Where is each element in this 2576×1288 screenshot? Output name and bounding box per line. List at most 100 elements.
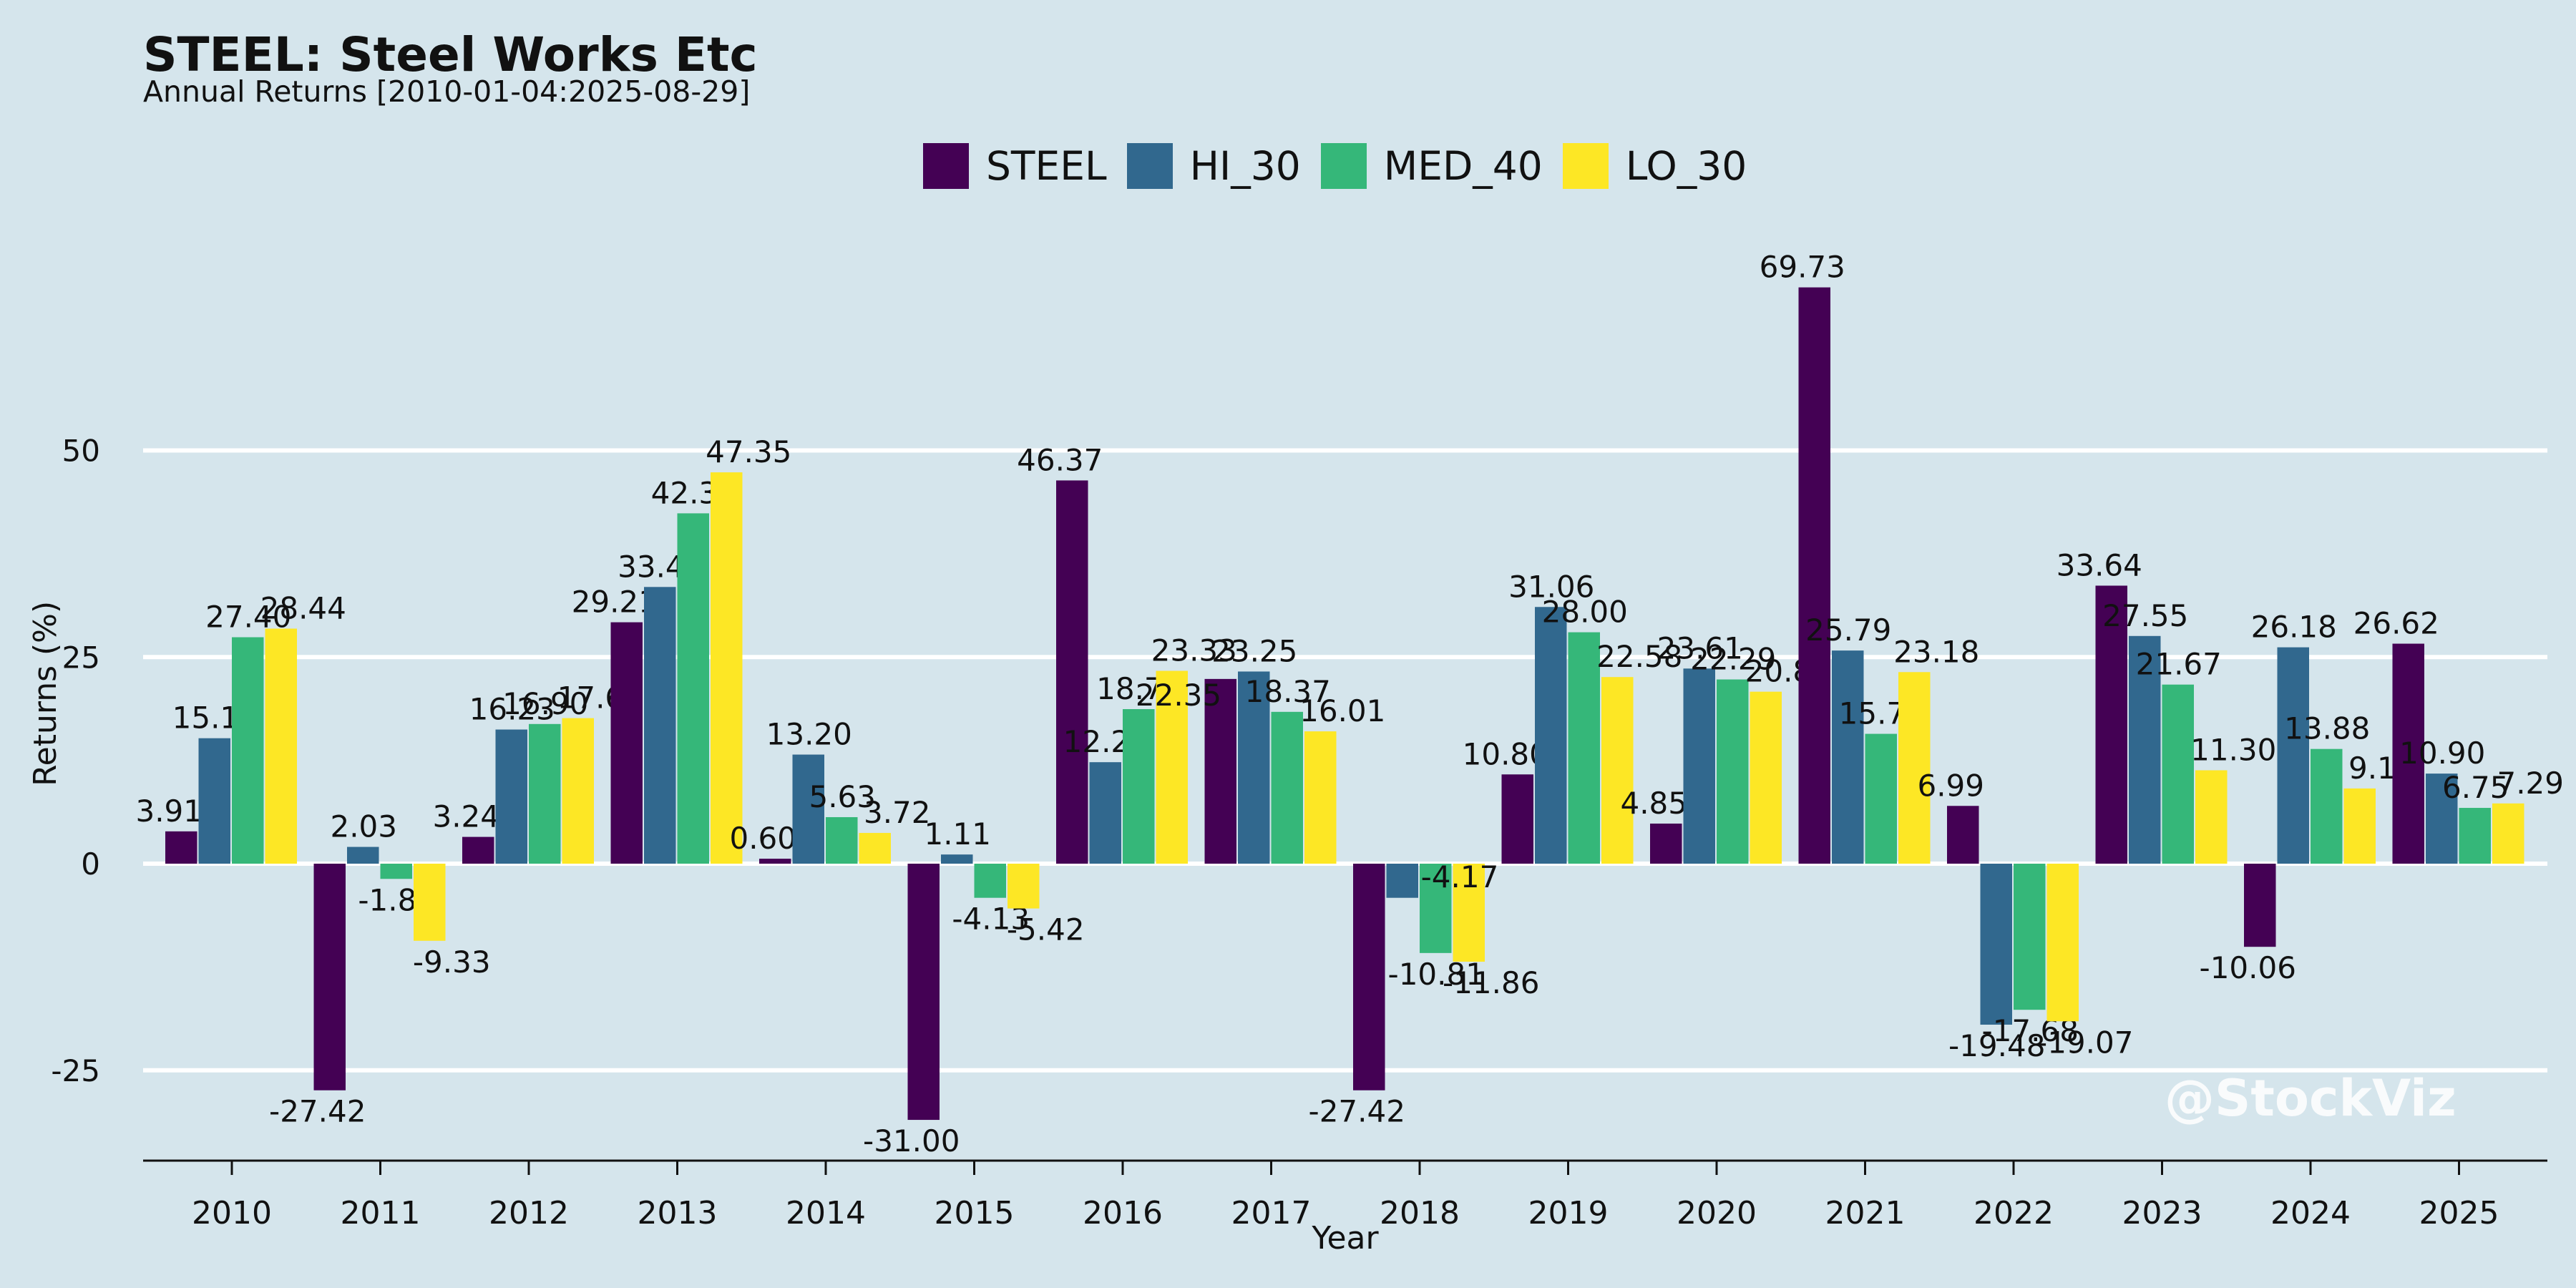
data-label: 3.72 [864, 795, 931, 830]
data-label: 18.37 [1245, 674, 1331, 709]
watermark: @StockViz [2165, 1069, 2457, 1128]
data-label: 27.55 [2102, 598, 2188, 633]
x-tick-label: 2022 [1974, 1195, 2054, 1231]
data-label: 31.06 [1508, 569, 1594, 604]
bar-med-40 [974, 864, 1006, 898]
data-label: 23.25 [1211, 633, 1297, 668]
bar-steel [1204, 678, 1236, 864]
bar-med-40 [2014, 864, 2046, 1010]
bar-hi-30 [1832, 650, 1864, 864]
data-label: 13.88 [2284, 711, 2370, 746]
y-tick-label: 0 [81, 847, 100, 882]
y-tick-label: 25 [62, 640, 100, 675]
bar-med-40 [2311, 748, 2343, 864]
bar-steel [1501, 774, 1533, 864]
x-axis-label: Year [1311, 1220, 1379, 1257]
bar-hi-30 [1386, 864, 1418, 898]
data-label: 3.91 [135, 794, 203, 829]
bar-lo-30 [414, 864, 446, 941]
data-label: -9.33 [413, 945, 491, 980]
bar-med-40 [1123, 709, 1155, 864]
bar-med-40 [826, 816, 858, 864]
data-label: -4.17 [1421, 859, 1499, 894]
legend-label: LO_30 [1625, 142, 1747, 189]
legend-label: STEEL [986, 142, 1107, 189]
x-tick-label: 2024 [2270, 1195, 2351, 1231]
y-axis-label: Returns (%) [27, 601, 64, 786]
legend-swatch [1320, 143, 1367, 189]
x-tick-label: 2025 [2419, 1195, 2499, 1231]
bar-steel [1056, 480, 1088, 864]
chart-title: STEEL: Steel Works Etc [143, 27, 758, 82]
x-tick-label: 2015 [935, 1195, 1015, 1231]
data-label: 4.85 [1620, 786, 1687, 821]
data-label: 0.60 [729, 821, 796, 856]
bar-med-40 [2459, 808, 2491, 864]
bar-lo-30 [1750, 691, 1782, 864]
data-label: 23.33 [1151, 633, 1237, 668]
data-label: 2.03 [330, 809, 397, 844]
data-label: 1.11 [924, 816, 991, 852]
bar-med-40 [232, 637, 264, 864]
bar-steel [1650, 823, 1682, 864]
legend-swatch [1126, 143, 1173, 189]
data-label: -19.48 [1948, 1028, 2045, 1063]
legend-item: LO_30 [1562, 142, 1747, 189]
data-label: 11.30 [2190, 732, 2276, 767]
data-label: 3.24 [432, 799, 499, 834]
bar-med-40 [1717, 679, 1749, 864]
data-label: 25.79 [1805, 613, 1891, 648]
bar-steel [165, 831, 197, 864]
data-label: 6.75 [2442, 770, 2509, 805]
data-label: 23.61 [1657, 630, 1743, 665]
bar-steel [1947, 806, 1979, 864]
bar-steel [759, 859, 791, 864]
bar-lo-30 [265, 628, 297, 864]
x-tick-label: 2016 [1083, 1195, 1163, 1231]
data-label: -5.42 [1007, 912, 1085, 947]
x-tick-label: 2019 [1528, 1195, 1609, 1231]
data-label: 16.01 [1299, 693, 1385, 728]
data-label: 6.99 [1917, 768, 1984, 803]
bar-lo-30 [2343, 788, 2376, 864]
data-label: -19.07 [2036, 1025, 2133, 1060]
data-label: 16.23 [469, 692, 555, 727]
y-tick-label: 50 [62, 434, 100, 469]
x-tick-label: 2012 [489, 1195, 569, 1231]
bar-steel [2392, 643, 2424, 864]
data-label: 16.90 [502, 686, 588, 721]
bar-steel [313, 864, 346, 1091]
legend-label: MED_40 [1383, 142, 1543, 189]
x-tick-label: 2017 [1231, 1195, 1312, 1231]
data-label: 10.80 [1463, 736, 1548, 771]
data-label: -10.06 [2200, 950, 2296, 985]
data-label: 22.58 [1596, 639, 1682, 674]
data-label: -31.00 [863, 1123, 960, 1158]
data-label: -27.42 [1309, 1094, 1405, 1129]
data-label: 28.44 [260, 591, 346, 626]
bar-hi-30 [1980, 864, 2012, 1025]
x-tick-label: 2011 [341, 1195, 421, 1231]
data-label: 46.37 [1017, 442, 1103, 477]
bar-hi-30 [495, 729, 527, 864]
data-label: 21.67 [2136, 647, 2222, 682]
bar-med-40 [1420, 864, 1452, 953]
bar-med-40 [529, 723, 561, 864]
bar-hi-30 [1089, 762, 1121, 864]
bar-steel [462, 836, 494, 864]
legend-item: HI_30 [1126, 143, 1301, 189]
bar-lo-30 [562, 718, 594, 864]
bar-lo-30 [2195, 770, 2228, 864]
bar-med-40 [1865, 733, 1897, 864]
bar-lo-30 [1008, 864, 1040, 909]
data-label: 69.73 [1760, 250, 1845, 285]
bar-hi-30 [2129, 635, 2161, 864]
bar-med-40 [2162, 684, 2194, 864]
bar-lo-30 [711, 472, 743, 864]
data-label: -11.86 [1443, 965, 1539, 1000]
chart-subtitle: Annual Returns [2010-01-04:2025-08-29] [143, 74, 751, 109]
bar-hi-30 [644, 587, 676, 864]
data-label: 26.18 [2251, 610, 2337, 645]
